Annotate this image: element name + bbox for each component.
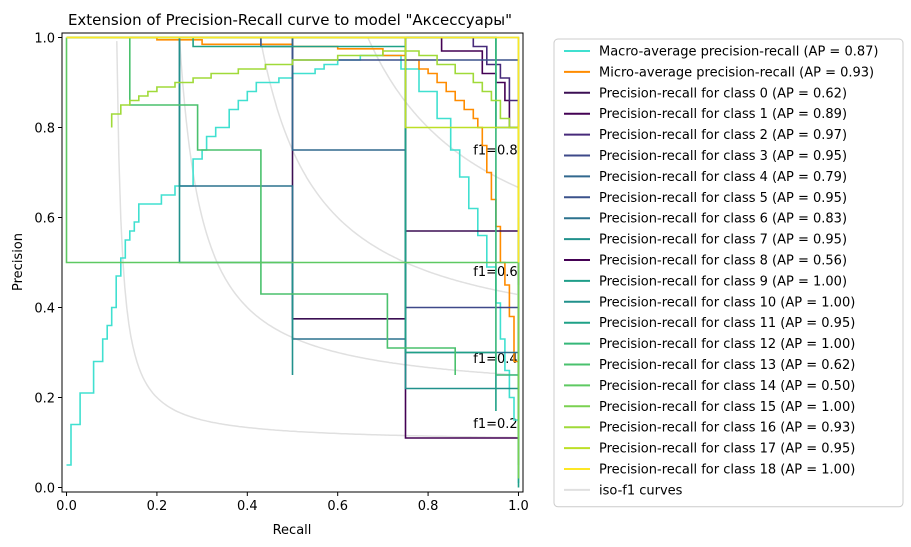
legend-entry: Precision-recall for class 0 (AP = 0.62)	[599, 86, 847, 101]
iso-f1-curve	[178, 38, 517, 376]
x-tick-label: 0.6	[327, 499, 348, 514]
legend-entry: Precision-recall for class 12 (AP = 1.00…	[599, 337, 855, 352]
y-tick-label: 1.0	[34, 32, 55, 47]
series-line	[66, 36, 497, 411]
legend-entry: Precision-recall for class 4 (AP = 0.79)	[599, 170, 847, 185]
iso-f1-layer: f1=0.2f1=0.4f1=0.6f1=0.8	[116, 37, 519, 439]
y-tick-label: 0.6	[34, 212, 55, 227]
series-line	[66, 36, 457, 375]
legend-entry: Precision-recall for class 6 (AP = 0.83)	[599, 212, 847, 227]
legend-entry: Precision-recall for class 15 (AP = 1.00…	[599, 400, 855, 415]
y-tick-label: 0.0	[34, 482, 55, 497]
x-tick-label: 0.0	[56, 499, 77, 514]
y-axis-label: Precision	[11, 233, 26, 291]
iso-f1-label: f1=0.2	[473, 417, 517, 432]
series-line	[65, 37, 519, 264]
x-tick-label: 0.4	[237, 499, 258, 514]
iso-f1-curve	[116, 41, 517, 439]
legend-entry: Precision-recall for class 13 (AP = 0.62…	[599, 358, 855, 373]
iso-f1-curve	[367, 37, 519, 188]
plot-frame	[61, 32, 524, 493]
series-line	[110, 50, 520, 240]
legend-entry: iso-f1 curves	[599, 483, 683, 498]
chart-title: Extension of Precision-Recall curve to m…	[68, 11, 512, 29]
legend-entry: Precision-recall for class 2 (AP = 0.97)	[599, 128, 847, 143]
legend-entry: Precision-recall for class 16 (AP = 0.93…	[599, 421, 855, 436]
legend-entry: Precision-recall for class 8 (AP = 0.56)	[599, 254, 847, 269]
legend-entry: Macro-average precision-recall (AP = 0.8…	[599, 45, 878, 60]
series-layer	[65, 36, 520, 488]
legend-entry: Precision-recall for class 14 (AP = 0.50…	[599, 379, 855, 394]
legend-entry: Precision-recall for class 1 (AP = 0.89)	[599, 107, 847, 122]
x-axis-label: Recall	[273, 523, 312, 538]
y-tick-label: 0.8	[34, 122, 55, 137]
legend-entry: Precision-recall for class 17 (AP = 0.95…	[599, 442, 855, 457]
iso-f1-curve	[259, 37, 518, 296]
legend-entry: Precision-recall for class 10 (AP = 1.00…	[599, 295, 855, 310]
series-line	[66, 36, 520, 263]
legend-entry: Precision-recall for class 5 (AP = 0.95)	[599, 191, 847, 206]
legend-entry: Precision-recall for class 3 (AP = 0.95)	[599, 149, 847, 164]
y-tick-label: 0.4	[34, 302, 55, 317]
series-line	[66, 36, 294, 375]
axis-layer: 0.0 0.2 0.4 0.6 0.8 1.0 0.0 0.2 0.4 0.6 0.8 1.0	[34, 32, 529, 515]
x-tick-label: 0.2	[147, 499, 168, 514]
legend-box	[553, 38, 904, 508]
legend-entry: Precision-recall for class 9 (AP = 1.00)	[599, 274, 847, 289]
legend-entry: Precision-recall for class 11 (AP = 0.95…	[599, 316, 855, 331]
legend: Macro-average precision-recall (AP = 0.8…	[553, 38, 904, 508]
legend-entry: Precision-recall for class 18 (AP = 1.00…	[599, 463, 855, 478]
legend-entry: Precision-recall for class 7 (AP = 0.95)	[599, 233, 847, 248]
y-tick-label: 0.2	[34, 392, 55, 407]
x-tick-label: 0.8	[418, 499, 439, 514]
legend-entry: Micro-average precision-recall (AP = 0.9…	[599, 65, 874, 80]
x-tick-label: 1.0	[508, 499, 529, 514]
series-line	[66, 36, 520, 146]
